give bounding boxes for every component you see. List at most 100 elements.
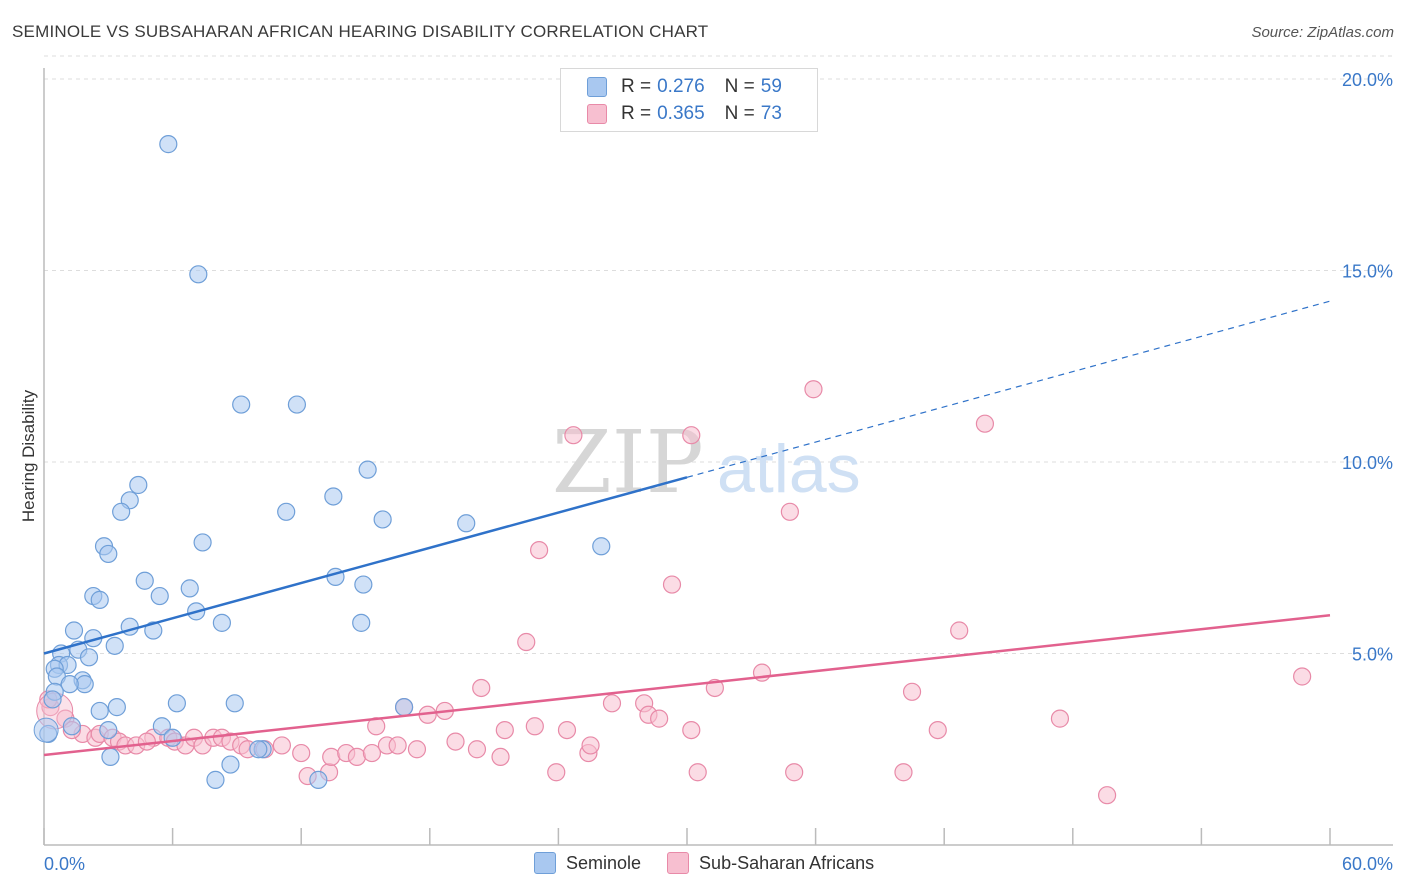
african-point [491, 747, 510, 767]
african-swatch [587, 104, 607, 124]
african-point [564, 426, 583, 445]
seminole-point [225, 694, 244, 713]
seminole-point [394, 698, 414, 717]
seminole-point [324, 487, 343, 506]
seminole-point [309, 770, 328, 789]
legend-row-seminole: R = 0.276 N = 59 [587, 75, 782, 99]
x-tick-labels: 0.0% 60.0% [44, 854, 1393, 874]
seminole-point [105, 636, 124, 655]
seminole-point [152, 717, 171, 736]
african-point [322, 747, 341, 767]
seminole-point [277, 502, 296, 521]
african-point [780, 502, 799, 521]
seminole-point [90, 701, 109, 721]
african-point [525, 717, 544, 736]
seminole-point [167, 694, 186, 713]
seminole-point [373, 510, 392, 529]
seminole-point [150, 586, 169, 606]
x-tick-label-max: 60.0% [1342, 854, 1393, 874]
african-point [467, 740, 487, 759]
african-trend-line [43, 613, 1331, 757]
african-point [688, 763, 707, 782]
african-point [581, 736, 600, 755]
seminole-trend-extension [686, 300, 1331, 478]
seminole-point [107, 698, 126, 717]
african-point [407, 740, 427, 759]
legend-item-seminole[interactable]: Seminole [534, 852, 641, 874]
seminole-point [592, 537, 611, 556]
y-tick-labels: 5.0% 10.0% 15.0% 20.0% [1342, 70, 1393, 665]
x-tick-label-min: 0.0% [44, 854, 85, 874]
r-value: 0.365 [657, 103, 705, 124]
african-point [547, 763, 566, 782]
seminole-swatch [534, 852, 556, 874]
grid-lines [44, 55, 1393, 654]
african-point [682, 426, 701, 445]
seminole-point [101, 747, 120, 767]
seminole-point [232, 395, 251, 414]
seminole-point [221, 755, 240, 774]
y-axis-label: Hearing Disability [19, 389, 38, 522]
african-points [36, 380, 1312, 805]
african-point [682, 720, 701, 740]
r-label: R = [621, 103, 652, 124]
r-label: R = [621, 76, 652, 97]
legend-item-african[interactable]: Sub-Saharan Africans [667, 852, 874, 874]
seminole-point [60, 675, 79, 694]
african-point [557, 720, 577, 740]
seminole-point [354, 575, 373, 594]
seminole-point [99, 720, 118, 740]
y-tick-label: 10.0% [1342, 453, 1393, 473]
african-point [362, 743, 382, 763]
african-swatch [667, 852, 690, 874]
african-point [272, 736, 292, 755]
y-tick-label: 20.0% [1342, 70, 1393, 90]
seminole-point [249, 740, 268, 759]
seminole-point [206, 770, 225, 789]
watermark: ZIP atlas [552, 413, 861, 513]
correlation-legend: R = 0.276 N = 59 R = 0.365 N = 73 [560, 68, 818, 132]
african-point [388, 736, 407, 755]
watermark-atlas: atlas [717, 431, 861, 507]
seminole-point [43, 690, 62, 709]
seminole-point [212, 613, 231, 632]
african-point [1097, 786, 1117, 805]
legend-label-african: Sub-Saharan Africans [699, 852, 875, 873]
african-point [472, 678, 491, 698]
r-value: 0.276 [657, 76, 705, 97]
axes [43, 68, 1393, 846]
seminole-point [189, 265, 208, 284]
seminole-point [193, 533, 212, 552]
seminole-point [352, 613, 371, 632]
source-credit: Source: ZipAtlas.com [1251, 24, 1394, 41]
african-point [517, 632, 536, 652]
african-point [602, 694, 622, 713]
seminole-point [287, 395, 307, 414]
seminole-point [135, 571, 154, 590]
african-point [804, 380, 823, 399]
seminole-point [163, 728, 182, 747]
african-point [1050, 709, 1070, 728]
seminole-points [33, 135, 611, 789]
african-point [928, 720, 947, 740]
seminole-point [99, 544, 118, 564]
seminole-point [129, 475, 148, 495]
african-point [662, 575, 682, 594]
african-point [446, 732, 465, 751]
seminole-point [112, 502, 131, 521]
series-legend: Seminole Sub-Saharan Africans [534, 852, 900, 874]
african-point [137, 732, 156, 751]
african-point [894, 763, 913, 782]
chart-title: SEMINOLE VS SUBSAHARAN AFRICAN HEARING D… [12, 22, 709, 41]
seminole-point [457, 514, 476, 533]
n-label: N = [724, 76, 755, 97]
n-value: 73 [760, 103, 782, 124]
legend-label-seminole: Seminole [566, 852, 642, 873]
african-point [1293, 667, 1312, 686]
seminole-point [90, 590, 109, 609]
african-point [495, 720, 514, 740]
seminole-point [180, 579, 199, 598]
african-point [650, 709, 669, 728]
seminole-point [79, 648, 99, 667]
